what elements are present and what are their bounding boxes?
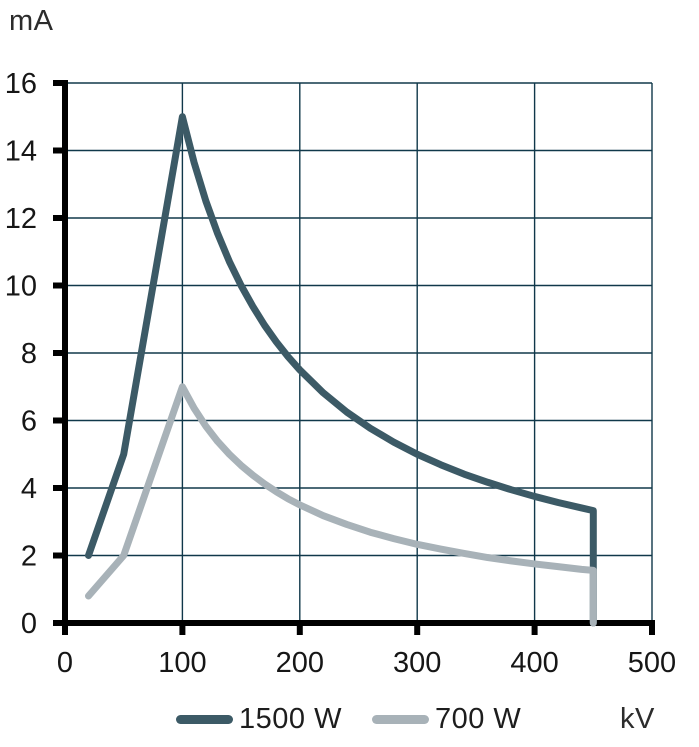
series-line-1500-w [84,113,597,627]
y-tick-label: 12 [5,203,37,235]
legend-item-700w: 700 W [371,703,522,736]
y-tick-label: 2 [21,541,37,573]
chart-legend: 1500 W 700 W [176,703,521,736]
y-tick-label: 4 [21,473,37,505]
x-tick-label: 500 [628,647,676,679]
legend-label-700w: 700 W [434,703,522,735]
y-tick-label: 0 [21,608,37,640]
x-tick-label: 100 [158,647,206,679]
y-tick-label: 14 [5,136,37,168]
x-axis-unit-label: kV [620,703,655,735]
legend-swatch-700w [371,715,429,724]
x-tick-label: 300 [393,647,441,679]
x-tick-label: 200 [276,647,324,679]
series-line-700-w [84,383,597,627]
legend-label-1500w: 1500 W [239,703,342,735]
y-tick-label: 10 [5,271,37,303]
x-tick-label: 0 [57,647,73,679]
legend-item-1500w: 1500 W [176,703,342,736]
y-axis-unit-label: mA [9,5,54,37]
x-tick-label: 400 [510,647,558,679]
legend-swatch-1500w [176,715,233,724]
y-tick-label: 8 [21,338,37,370]
y-tick-label: 16 [5,68,37,100]
y-tick-label: 6 [21,406,37,438]
